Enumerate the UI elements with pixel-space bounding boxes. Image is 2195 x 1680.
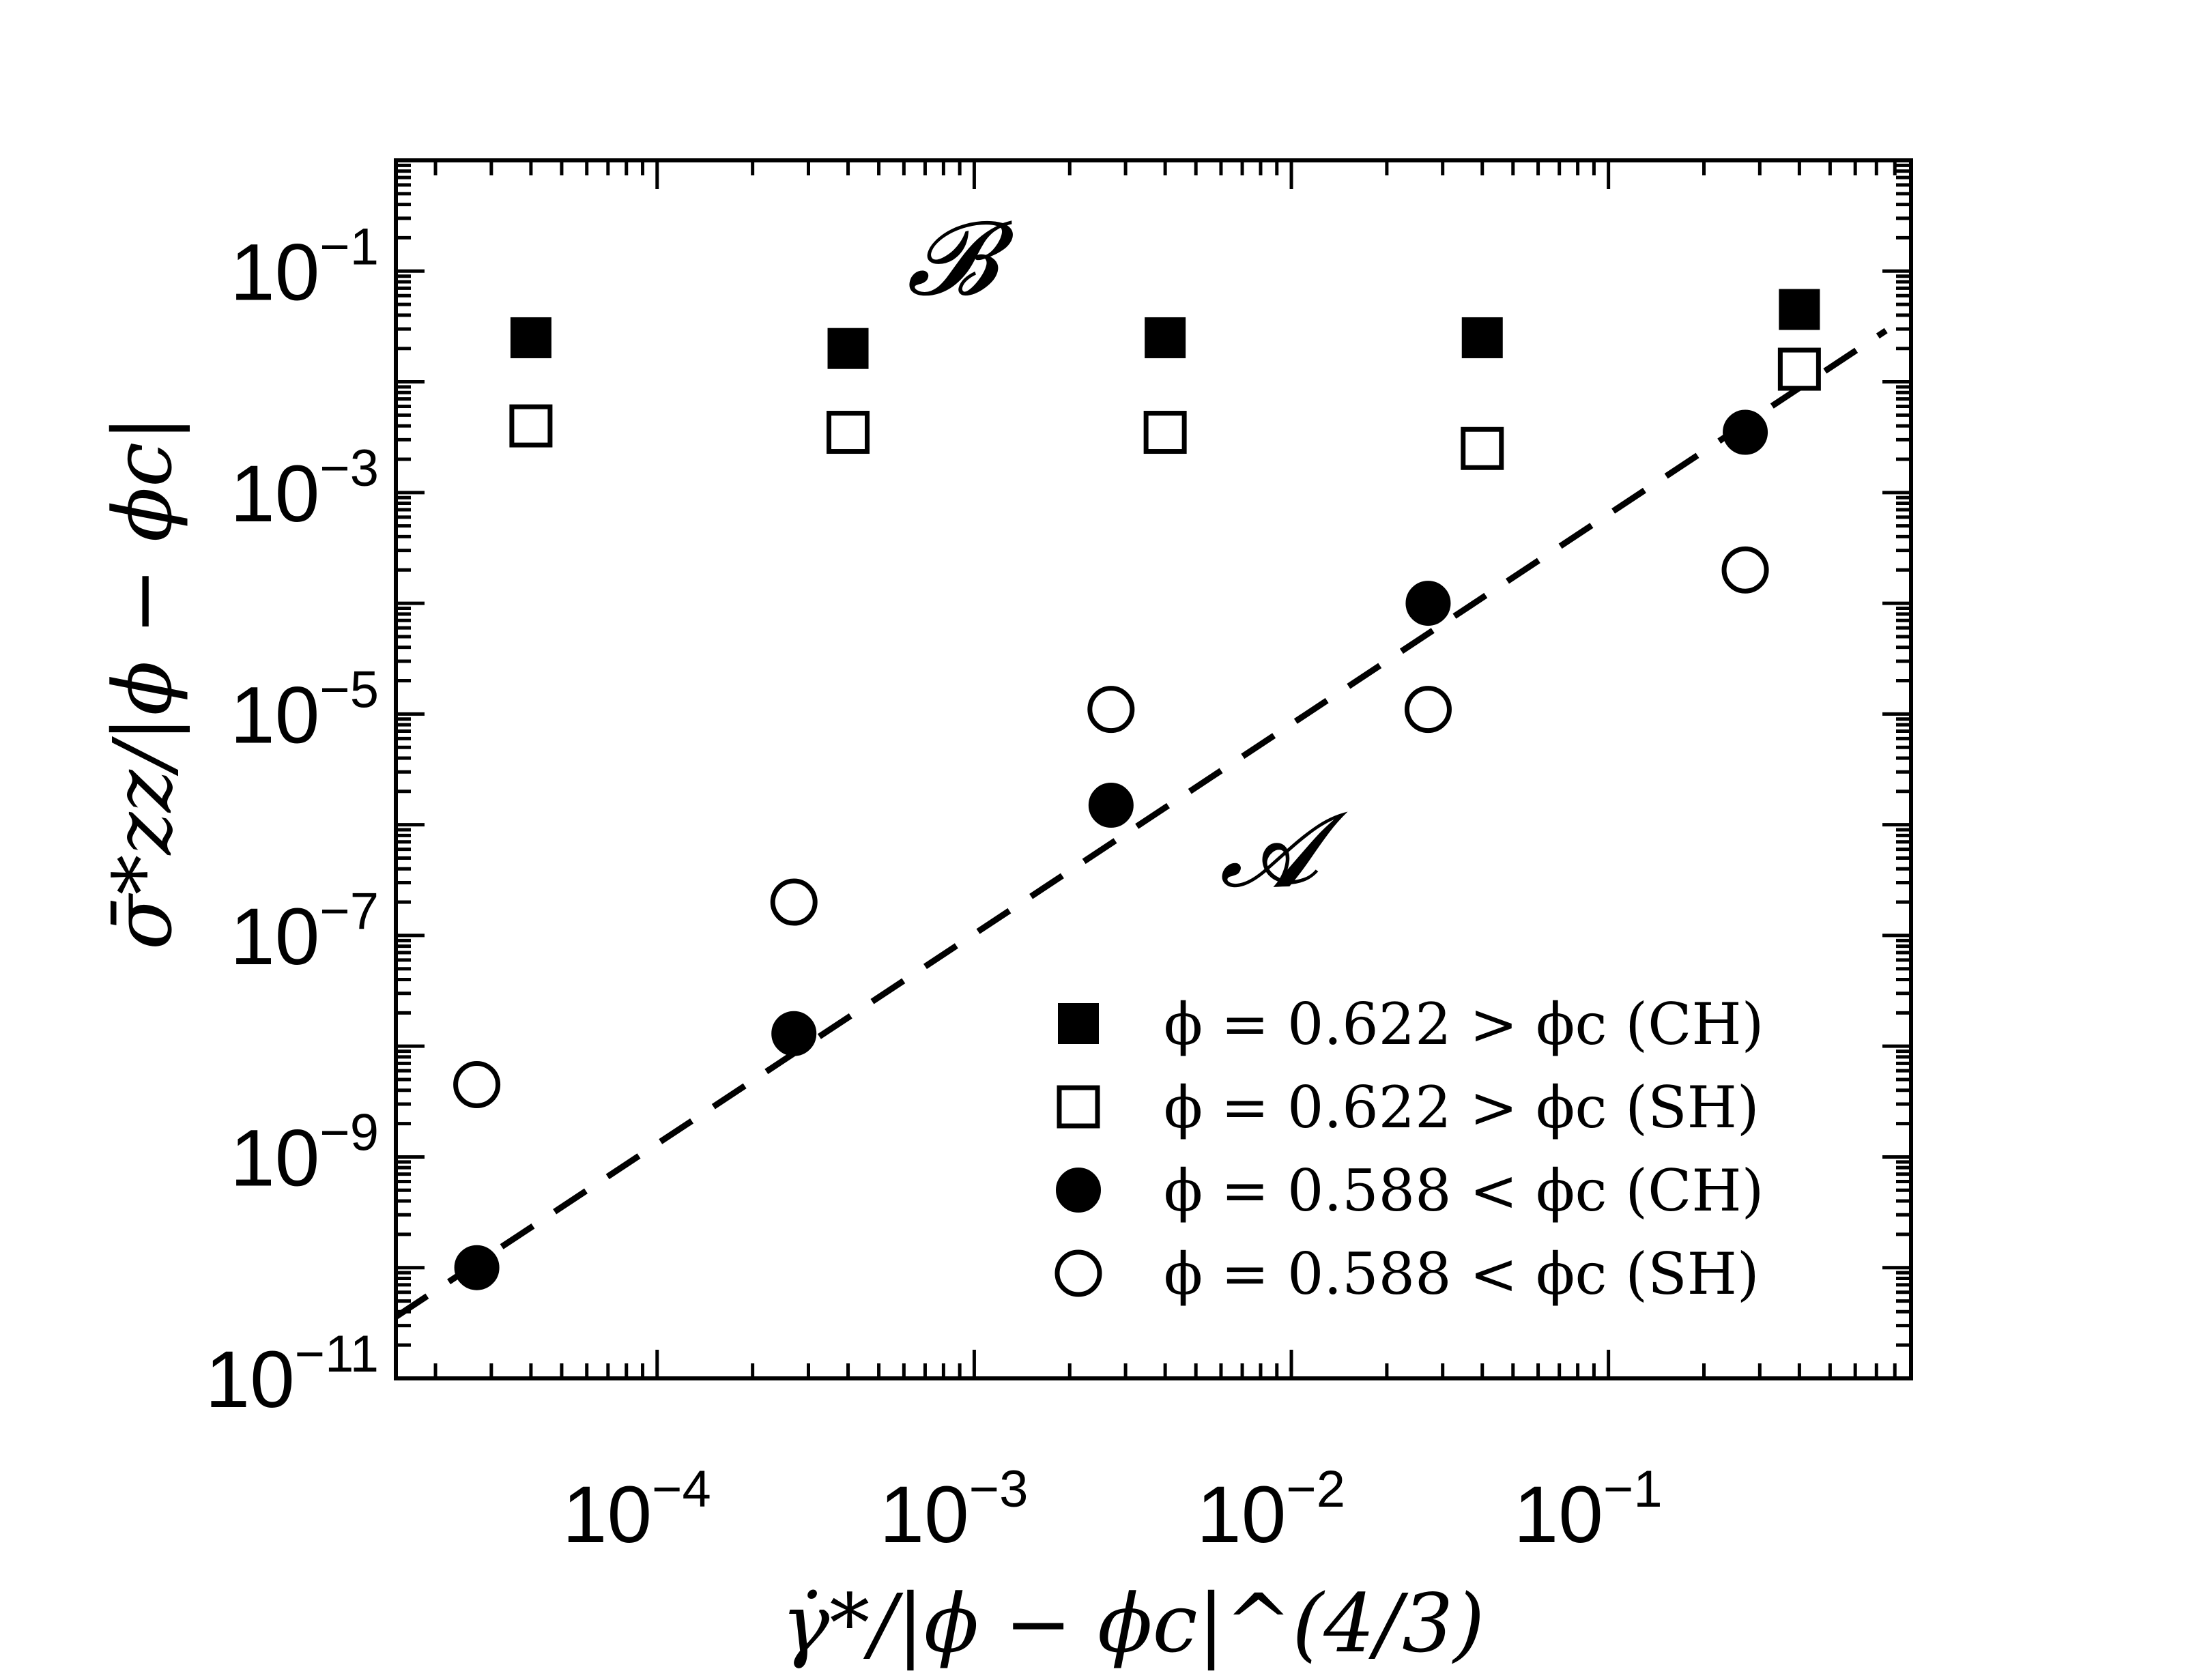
y-tick-label: 10−3 (230, 439, 379, 539)
fit-line (394, 328, 1888, 1320)
legend-marker-1 (1058, 1003, 1099, 1044)
legend-label-2: ϕ = 0.622 > ϕc (SH) (1164, 1074, 1760, 1141)
plot-frame (394, 158, 1913, 1380)
y-tick-label: 10−1 (230, 218, 379, 317)
data-point-series-4 (1721, 546, 1769, 594)
fit-line-layer (394, 328, 1888, 1320)
legend-marker-4 (1055, 1249, 1102, 1297)
y-tick-label: 10−5 (230, 661, 379, 760)
legend-label-1: ϕ = 0.622 > ϕc (CH) (1164, 991, 1764, 1058)
y-axis-title: σ̄*zz/|ϕ − ϕc| (96, 415, 190, 950)
data-point-series-1 (510, 317, 551, 358)
data-point-series-3 (454, 1245, 500, 1290)
data-point-series-3 (1405, 581, 1451, 626)
y-tick-label: 10−9 (230, 1103, 379, 1203)
data-points (453, 289, 1821, 1290)
data-point-series-2 (509, 404, 553, 448)
x-tick-label: 10−3 (879, 1460, 1028, 1560)
data-point-series-3 (1723, 409, 1768, 455)
data-point-series-4 (770, 878, 818, 926)
data-point-series-2 (1143, 411, 1187, 454)
data-point-series-4 (1404, 686, 1452, 734)
legend-marker-2 (1057, 1085, 1100, 1129)
axis-ticks (396, 158, 1913, 1380)
region-label-a: 𝓐 (1220, 791, 1348, 910)
data-point-series-4 (453, 1060, 501, 1108)
data-point-series-1 (1779, 289, 1820, 330)
data-point-series-4 (1087, 686, 1135, 734)
x-tick-label: 10−1 (1514, 1460, 1663, 1560)
data-point-series-2 (1777, 347, 1821, 391)
tick-labels: 10−4 10−3 10−2 10−1 10−1 10−3 10−5 10−7 10−9 10−1… (205, 218, 1662, 1560)
legend-label-4: ϕ = 0.588 < ϕc (SH) (1164, 1241, 1760, 1307)
data-point-series-3 (1088, 783, 1134, 828)
data-point-series-1 (1461, 317, 1503, 358)
region-label-b: 𝓑 (906, 200, 1014, 319)
x-tick-label: 10−4 (562, 1460, 711, 1560)
data-point-series-2 (1461, 426, 1504, 470)
data-point-series-2 (827, 411, 870, 454)
data-point-series-3 (771, 1011, 817, 1056)
x-tick-label: 10−2 (1196, 1460, 1345, 1560)
data-point-series-1 (1145, 317, 1186, 358)
y-tick-label: 10−11 (205, 1325, 379, 1425)
x-axis-title: γ̇*/|ϕ − ϕc|^(4/3) (781, 1576, 1484, 1670)
y-tick-label: 10−7 (230, 882, 379, 982)
legend: ϕ = 0.622 > ϕc (CH) ϕ = 0.622 > ϕc (SH) ϕ … (1055, 991, 1764, 1307)
legend-marker-3 (1056, 1168, 1101, 1213)
data-point-series-1 (827, 328, 869, 369)
legend-label-3: ϕ = 0.588 < ϕc (CH) (1164, 1157, 1764, 1224)
